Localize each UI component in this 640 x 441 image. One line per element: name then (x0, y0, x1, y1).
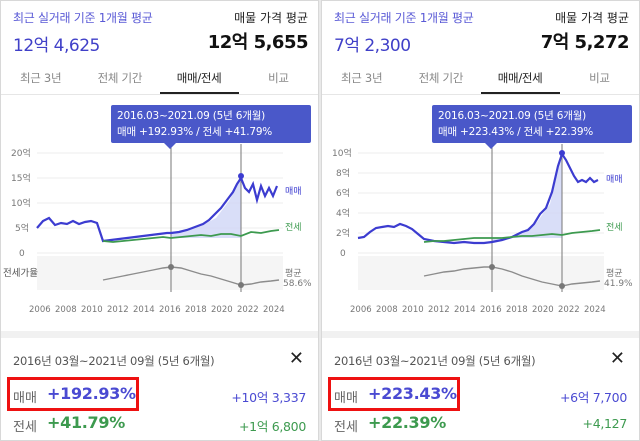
ratio-avg-value: 58.6% (283, 279, 312, 289)
tab-recent-3y[interactable]: 최근 3년 (341, 71, 383, 85)
x-tick: 2006 (350, 305, 372, 315)
x-tick: 2014 (133, 305, 155, 315)
x-tick: 2018 (506, 305, 528, 315)
range-tooltip: 2016.03~2021.09 (5년 6개월) 매매 +223.43% / 전… (432, 105, 632, 143)
tooltip-arrow (164, 143, 176, 149)
y-tick: 4억 (336, 207, 350, 219)
y-tick: 6억 (336, 187, 350, 199)
jeonse-change-amount: +1억 6,800 (239, 419, 306, 434)
x-tick: 2024 (584, 305, 606, 315)
tab-compare[interactable]: 비교 (589, 71, 610, 85)
x-tick: 2016 (480, 305, 502, 315)
tab-compare[interactable]: 비교 (268, 71, 289, 85)
x-tick: 2024 (263, 305, 285, 315)
jeonse-change-row: 전세 +22.39% +4,127 (322, 413, 639, 437)
x-tick: 2008 (376, 305, 398, 315)
x-tick: 2020 (532, 305, 554, 315)
period-tabs: 최근 3년 전체 기간 매매/전세 비교 (322, 63, 639, 95)
tooltip-values: 매매 +223.43% / 전세 +22.39% (438, 126, 594, 138)
x-tick: 2018 (185, 305, 207, 315)
price-chart[interactable]: 10억 8억 6억 4억 2억 0 매매 전세 평균 41.9% 2006 20… (322, 96, 640, 328)
sale-change-amount: +10억 3,337 (231, 390, 306, 405)
sale-label: 매매 (334, 391, 358, 406)
sale-change-amount: +6억 7,700 (560, 390, 627, 405)
y-tick: 10억 (11, 197, 31, 209)
x-tick: 2010 (81, 305, 103, 315)
tooltip-values: 매매 +192.93% / 전세 +41.79% (117, 126, 273, 138)
y-tick: 10억 (332, 147, 352, 159)
close-icon[interactable]: ✕ (609, 348, 625, 369)
listing-avg-label: 매물 가격 평균 (234, 11, 308, 25)
range-tooltip: 2016.03~2021.09 (5년 6개월) 매매 +192.93% / 전… (111, 105, 311, 143)
highlight-box (328, 377, 460, 411)
close-icon[interactable]: ✕ (288, 348, 304, 369)
x-tick: 2010 (402, 305, 424, 315)
ratio-avg-label: 평균 (285, 268, 302, 279)
sale-series-label: 매매 (606, 174, 623, 185)
price-panel-left: 최근 실거래 기준 1개월 평균 12억 4,625 매물 가격 평균 12억 … (0, 0, 319, 441)
x-tick: 2012 (428, 305, 450, 315)
recent-avg-value: 7억 2,300 (334, 36, 411, 56)
x-tick: 2012 (107, 305, 129, 315)
tab-sale-jeonse[interactable]: 매매/전세 (480, 63, 560, 94)
sale-label: 매매 (13, 391, 37, 406)
y-tick: 0 (340, 249, 346, 259)
ratio-axis-label: 전세가율 (3, 268, 38, 279)
y-tick: 20억 (11, 147, 31, 159)
ratio-avg-label: 평균 (606, 268, 623, 279)
period-tabs: 최근 3년 전체 기간 매매/전세 비교 (1, 63, 318, 95)
x-tick: 2020 (211, 305, 233, 315)
section-divider (1, 331, 318, 338)
recent-avg-label: 최근 실거래 기준 1개월 평균 (13, 11, 153, 25)
x-tick: 2014 (454, 305, 476, 315)
sale-change-pct: +223.43% (368, 384, 457, 403)
selected-period: 2016년 03월~2021년 09월 (5년 6개월) (13, 354, 215, 368)
x-tick: 2008 (55, 305, 77, 315)
tooltip-period: 2016.03~2021.09 (5년 6개월) (117, 110, 266, 122)
sale-change-pct: +192.93% (47, 384, 136, 403)
jeonse-change-pct: +22.39% (368, 413, 446, 432)
listing-avg-value: 12억 5,655 (207, 32, 309, 53)
x-tick: 2022 (558, 305, 580, 315)
tab-all-period[interactable]: 전체 기간 (97, 71, 143, 85)
listing-avg-value: 7억 5,272 (540, 32, 630, 53)
tab-all-period[interactable]: 전체 기간 (418, 71, 464, 85)
jeonse-change-pct: +41.79% (47, 413, 125, 432)
jeonse-change-amount: +4,127 (582, 416, 628, 431)
y-tick: 8억 (336, 167, 350, 179)
sale-series-label: 매매 (285, 186, 302, 197)
selected-period: 2016년 03월~2021년 09월 (5년 6개월) (334, 354, 536, 368)
y-tick: 15억 (11, 172, 31, 184)
x-tick: 2022 (237, 305, 259, 315)
jeonse-label: 전세 (334, 420, 358, 435)
recent-avg-label: 최근 실거래 기준 1개월 평균 (334, 11, 474, 25)
x-tick: 2016 (159, 305, 181, 315)
y-tick: 2억 (336, 227, 350, 239)
x-tick: 2006 (29, 305, 51, 315)
jeonse-series-label: 전세 (606, 222, 623, 233)
tooltip-period: 2016.03~2021.09 (5년 6개월) (438, 110, 587, 122)
ratio-avg-value: 41.9% (604, 279, 633, 289)
jeonse-series-label: 전세 (285, 222, 302, 233)
jeonse-change-row: 전세 +41.79% +1억 6,800 (1, 413, 318, 437)
highlight-box (7, 377, 139, 411)
recent-avg-value: 12억 4,625 (13, 36, 100, 56)
y-tick: 0 (19, 249, 25, 259)
y-tick: 5억 (15, 222, 29, 234)
listing-avg-label: 매물 가격 평균 (555, 11, 629, 25)
tooltip-arrow (485, 143, 497, 149)
jeonse-label: 전세 (13, 420, 37, 435)
section-divider (322, 331, 639, 338)
sale-change-row: 매매 +192.93% +10억 3,337 (1, 384, 318, 408)
tab-sale-jeonse[interactable]: 매매/전세 (159, 63, 239, 94)
price-panel-right: 최근 실거래 기준 1개월 평균 7억 2,300 매물 가격 평균 7억 5,… (321, 0, 640, 441)
tab-recent-3y[interactable]: 최근 3년 (20, 71, 62, 85)
sale-change-row: 매매 +223.43% +6억 7,700 (322, 384, 639, 408)
price-chart[interactable]: 20억 15억 10억 5억 0 전세가율 매매 전세 평균 58.6% 200… (1, 96, 319, 328)
